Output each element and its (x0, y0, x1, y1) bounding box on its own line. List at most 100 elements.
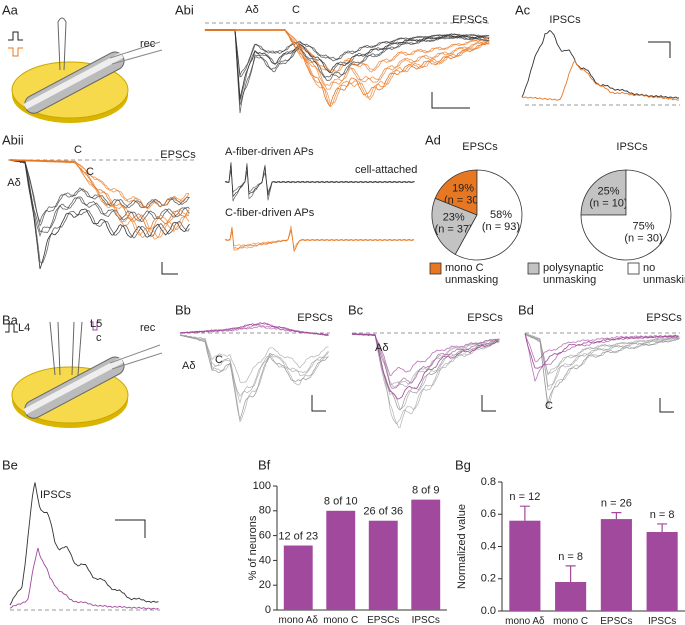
pie-slice (431, 197, 478, 255)
bar (283, 545, 313, 610)
y-tick-label: 0.8 (481, 476, 496, 488)
annotation: Aδ (245, 4, 258, 16)
y-tick-label: 80 (259, 505, 271, 517)
panel-label: Ac (515, 2, 531, 17)
y-axis-label: % of neurons (247, 515, 259, 580)
y-tick-label: 100 (253, 480, 271, 492)
x-tick-label: mono Aδ (505, 616, 545, 625)
trace (9, 159, 190, 238)
bar (411, 499, 441, 610)
y-axis-label: Normalized value (456, 504, 468, 589)
annotation: C (292, 4, 300, 16)
trace (180, 334, 329, 384)
trace (179, 334, 329, 421)
annotation: rec (140, 322, 156, 334)
annotation: C (545, 400, 553, 412)
scale-bars (115, 41, 674, 538)
trace (224, 225, 415, 253)
trace (524, 333, 680, 404)
bar-annotation: n = 8 (650, 509, 675, 521)
legend-label: no unmasking (643, 262, 685, 286)
trace (351, 333, 499, 376)
pie-count-label: (n = 30) (624, 232, 662, 244)
panel-label: Ad (425, 132, 441, 147)
annotation: IPSCs (40, 489, 72, 501)
trace (9, 159, 190, 227)
bar (509, 520, 541, 611)
bar-annotation: 8 of 10 (324, 496, 358, 508)
trace (204, 28, 490, 90)
annotation: C (74, 144, 82, 156)
annotation: c (96, 332, 102, 344)
panel-label: Bf (258, 457, 271, 472)
y-tick-label: 0.6 (481, 508, 496, 520)
legend-swatch (527, 262, 540, 275)
bar (600, 519, 632, 611)
trace (524, 333, 679, 369)
bar-annotation: n = 26 (601, 498, 632, 510)
pie-count-label: (n = 10) (589, 197, 627, 209)
x-tick-label: IPSCs area (411, 615, 440, 625)
annotation: cell-attached (355, 164, 417, 176)
panel-label: Abii (2, 132, 24, 147)
panel-label: Ba (2, 312, 19, 327)
trace (524, 333, 680, 388)
y-tick-label: 0.4 (481, 540, 496, 552)
trace (204, 28, 490, 77)
trace (179, 334, 329, 423)
trace (179, 323, 329, 336)
pie-slice (580, 169, 672, 261)
annotation: EPSCs (297, 312, 333, 324)
x-tick-label: mono Aδ (278, 615, 318, 625)
legend-label: mono C unmasking (445, 262, 499, 286)
x-tick-label: EPSCs area (367, 615, 400, 625)
annotation: Aδ (375, 342, 388, 354)
bar-annotation: 12 of 23 (278, 530, 318, 542)
annotation: EPSCs (452, 14, 488, 26)
pie-title: EPSCs (462, 141, 498, 153)
annotation: EPSCs (467, 312, 503, 324)
trace (9, 159, 190, 270)
y-tick-label: 40 (259, 554, 271, 566)
annotation: A-fiber-driven APs (225, 146, 314, 158)
annotation: Aδ (7, 177, 20, 189)
trace (9, 159, 190, 238)
trace (224, 230, 415, 249)
x-tick-label: IPSCs area (647, 616, 677, 625)
error-bar (657, 523, 668, 532)
y-tick-label: 0.2 (481, 573, 496, 585)
bar-annotation: 26 of 36 (363, 506, 403, 518)
pie-count-label: (n = 30) (444, 194, 482, 206)
y-tick-label: 0 (265, 604, 271, 616)
panel-label: Bg (455, 457, 471, 472)
y-tick-label: 60 (259, 530, 271, 542)
panel-label: Be (2, 457, 18, 472)
annotation: C (215, 354, 223, 366)
error-bar (611, 512, 622, 520)
trace (9, 482, 159, 606)
annotation: rec (140, 38, 156, 50)
annotation: IPSCs (549, 14, 581, 26)
trace (204, 28, 490, 101)
legend-swatch (429, 262, 442, 275)
trace (179, 334, 329, 397)
bar (646, 531, 678, 611)
pie-value-label: 58% (490, 209, 512, 221)
pie-slice (454, 169, 523, 261)
annotation: L4 (18, 322, 30, 334)
trace (524, 334, 680, 409)
annotation: C-fiber-driven APs (225, 207, 315, 219)
annotation: Aδ (182, 360, 195, 372)
x-tick-label: EPSCs area (600, 616, 633, 625)
pie-value-label: 25% (597, 185, 619, 197)
trace (179, 324, 329, 336)
y-tick-label: 0.0 (481, 605, 496, 617)
panel-label: Bd (518, 302, 534, 317)
panel-label: Abi (175, 2, 194, 17)
trace (204, 28, 490, 106)
trace (9, 547, 159, 610)
trace (204, 28, 490, 104)
x-tick-label: mono C (323, 615, 359, 625)
